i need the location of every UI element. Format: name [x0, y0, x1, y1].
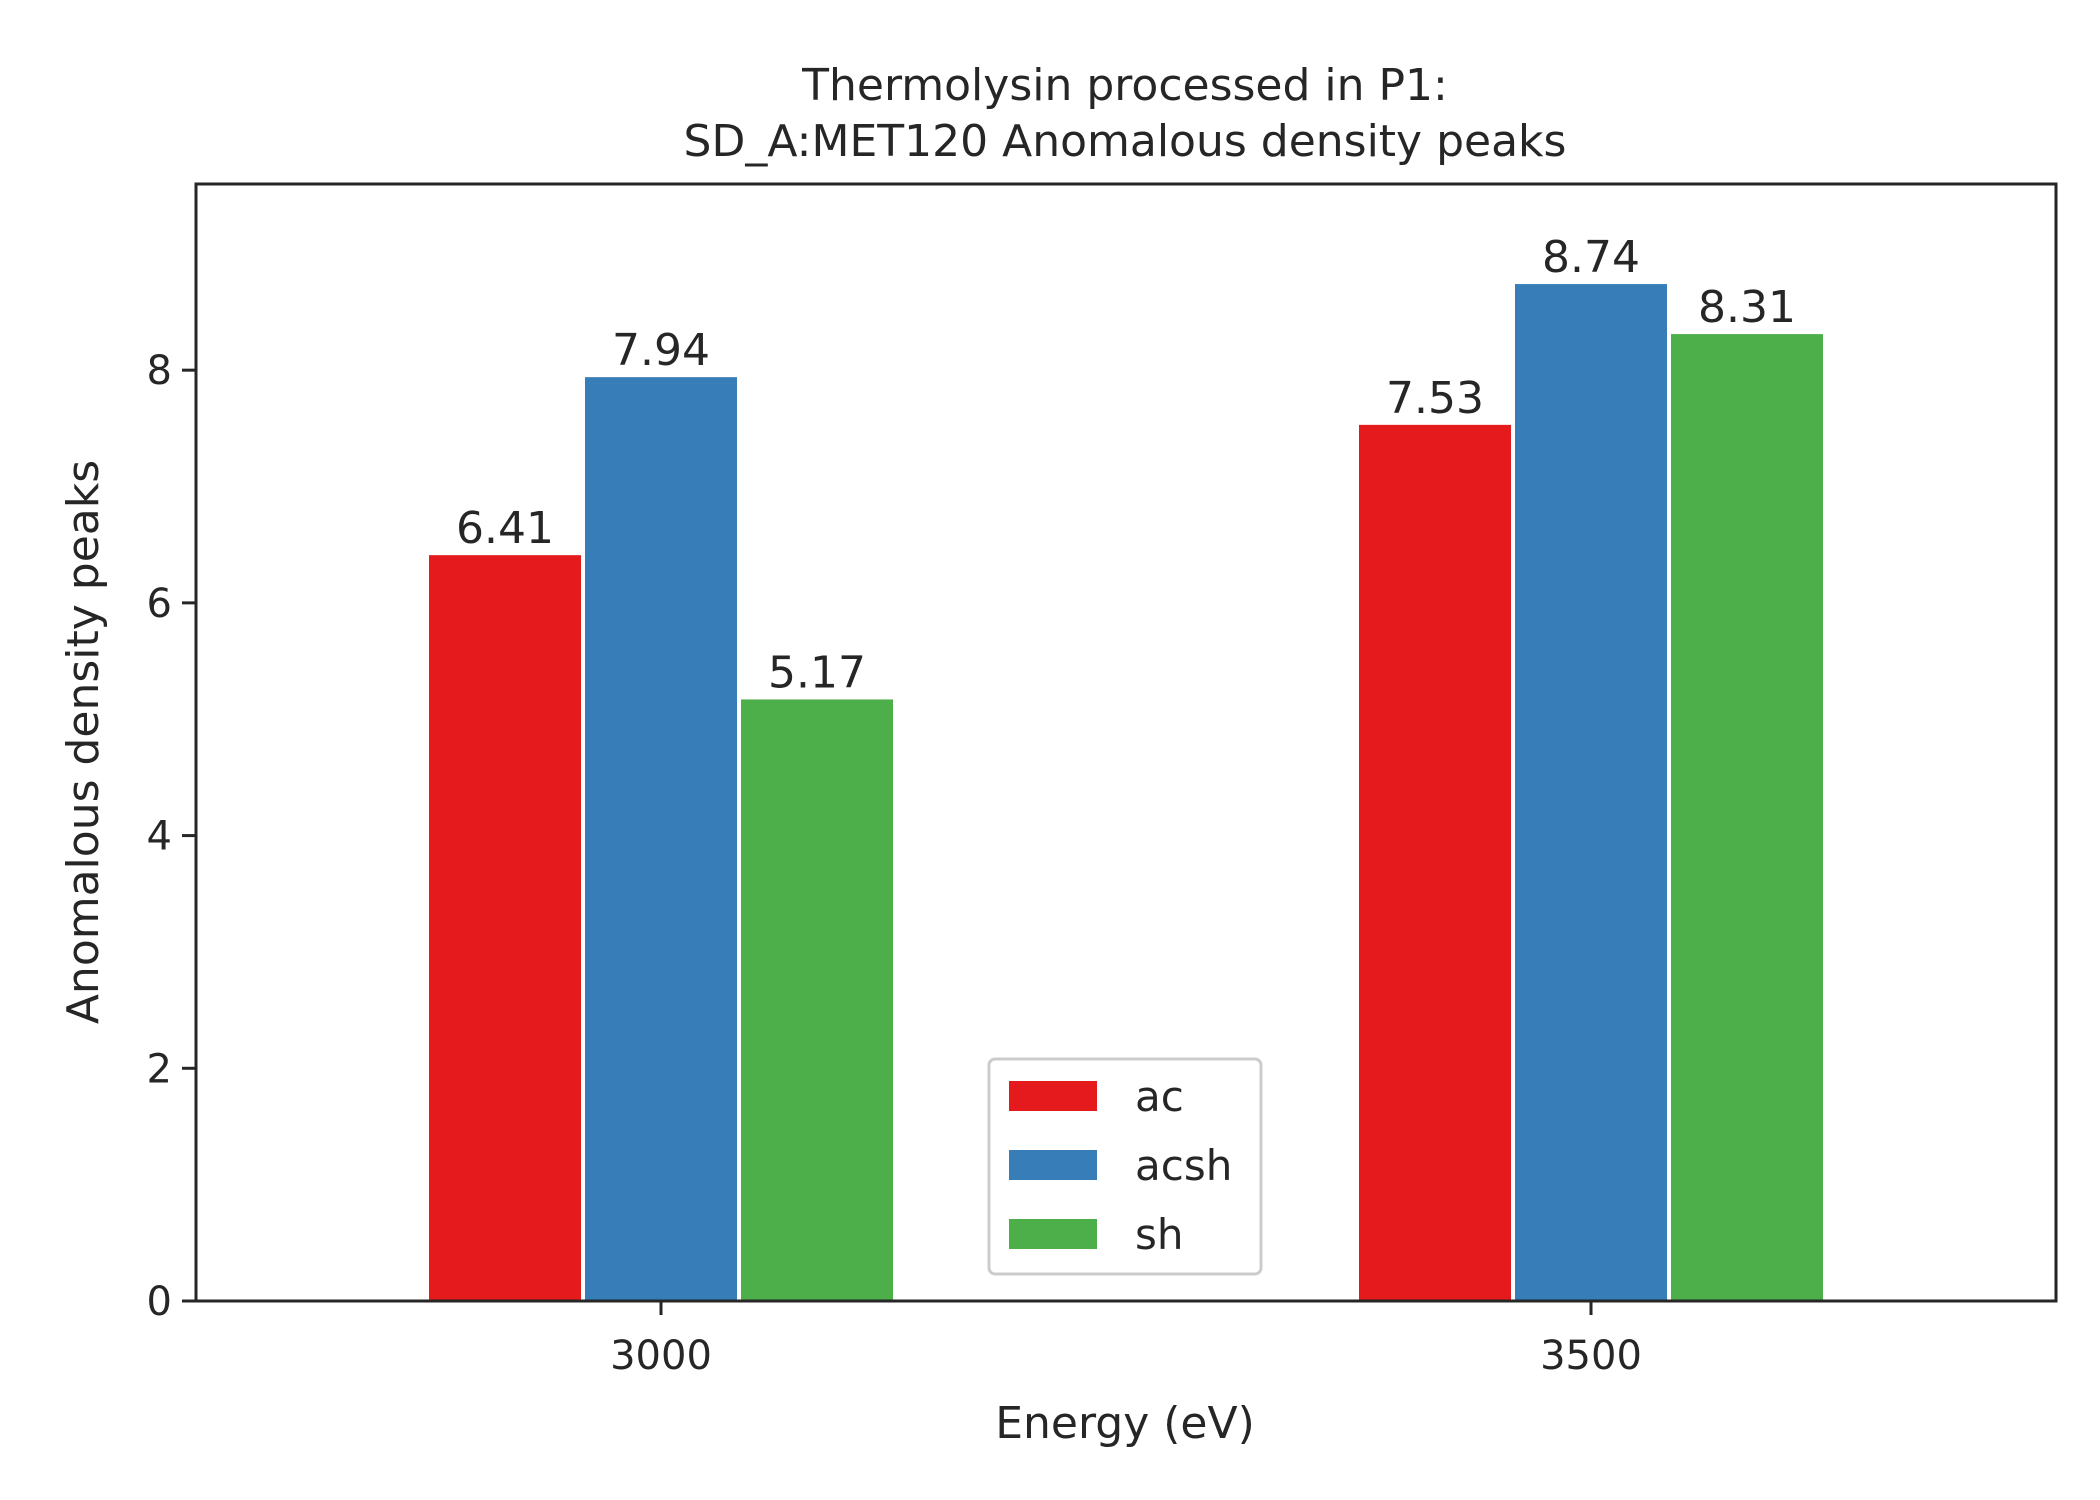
legend-label-acsh: acsh — [1135, 1141, 1232, 1190]
bar-ac-3000 — [429, 555, 581, 1301]
y-tick-label: 4 — [147, 814, 172, 860]
x-tick-label-3000: 3000 — [610, 1333, 712, 1379]
y-tick-label: 0 — [147, 1279, 172, 1325]
data-label-ac-3000: 6.41 — [456, 503, 554, 554]
bars-group: 6.41 7.53 7.94 8.74 5.17 8.31 — [429, 232, 1823, 1301]
legend: ac acsh sh — [987, 1057, 1263, 1276]
legend-label-ac: ac — [1135, 1072, 1184, 1121]
y-tick-label: 8 — [147, 348, 172, 394]
plot-frame — [194, 182, 2058, 1303]
y-axis-label: Anomalous density peaks — [58, 460, 109, 1024]
legend-swatch-acsh — [1009, 1150, 1097, 1180]
data-label-sh-3500: 8.31 — [1698, 282, 1796, 333]
data-label-acsh-3000: 7.94 — [612, 325, 710, 376]
data-label-sh-3000: 5.17 — [768, 647, 866, 698]
y-axis-ticks: 0 2 4 6 8 — [147, 348, 196, 1325]
legend-label-sh: sh — [1135, 1210, 1184, 1259]
y-tick-label: 6 — [147, 581, 172, 627]
chart-title-line-1: Thermolysin processed in P1: — [801, 60, 1448, 111]
bar-ac-3500 — [1359, 424, 1511, 1301]
x-axis-ticks: 3000 3500 — [610, 1301, 1642, 1379]
legend-swatch-sh — [1009, 1219, 1097, 1249]
x-axis-label: Energy (eV) — [995, 1398, 1255, 1449]
legend-swatch-ac — [1009, 1081, 1097, 1111]
x-tick-label-3500: 3500 — [1540, 1333, 1642, 1379]
bar-acsh-3500 — [1515, 284, 1667, 1301]
bar-sh-3000 — [741, 699, 893, 1301]
chart-title-line-2: SD_A:MET120 Anomalous density peaks — [684, 116, 1567, 167]
data-label-ac-3500: 7.53 — [1386, 373, 1484, 424]
bar-acsh-3000 — [585, 377, 737, 1301]
data-label-acsh-3500: 8.74 — [1542, 232, 1640, 283]
y-tick-label: 2 — [147, 1046, 172, 1092]
bar-sh-3500 — [1671, 334, 1823, 1301]
